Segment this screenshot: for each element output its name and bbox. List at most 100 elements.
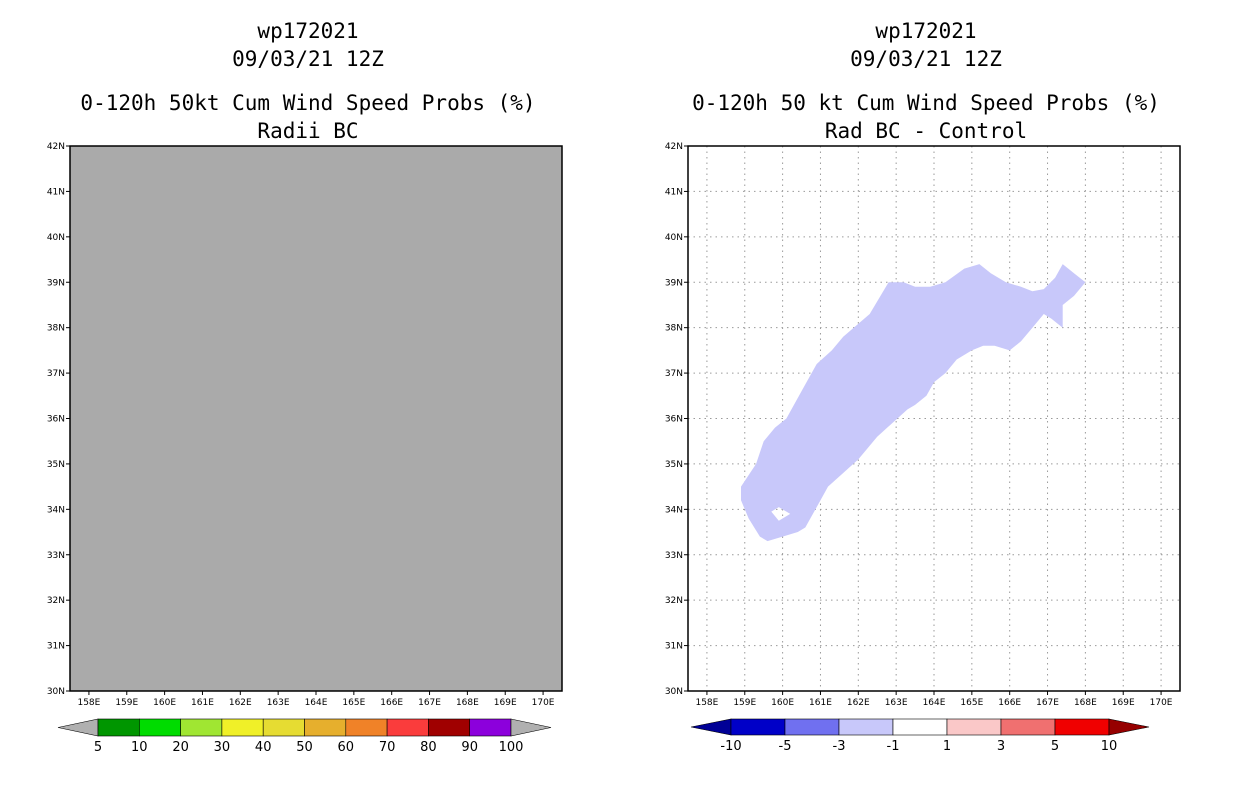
left-colorbar-box: [345, 718, 388, 737]
right-y-tick-label: 40N: [665, 233, 683, 243]
left-x-tick-label: 162E: [229, 698, 252, 708]
right-x-tick-label: 166E: [998, 698, 1021, 708]
left-colorbar-label: 80: [420, 740, 437, 755]
right-colorbar-box: [838, 718, 894, 736]
left-colorbar-label: 40: [255, 740, 272, 755]
right-x-tick-label: 161E: [809, 698, 832, 708]
left-x-tick-label: 163E: [267, 698, 290, 708]
right-x-tick-label: 162E: [847, 698, 870, 708]
right-plot-frame: [687, 145, 1181, 692]
left-x-tick-label: 167E: [418, 698, 441, 708]
left-x-tick-label: 168E: [456, 698, 479, 708]
left-colorbar-box: [386, 718, 429, 737]
left-y-tick-label: 31N: [47, 642, 65, 652]
left-colorbar-high-end: [510, 718, 552, 737]
left-colorbar-box: [139, 718, 181, 737]
right-title: 0-120h 50 kt Cum Wind Speed Probs (%): [692, 91, 1160, 115]
right-y-tick-label: 38N: [665, 324, 683, 334]
left-x-tick-label: 165E: [342, 698, 365, 708]
right-colorbar-label: -1: [887, 739, 900, 754]
right-y-tick-label: 35N: [665, 460, 683, 470]
left-y-tick-label: 40N: [47, 233, 65, 243]
right-x-tick-label: 163E: [885, 698, 908, 708]
right-storm-id: wp172021: [875, 19, 976, 43]
right-colorbar-box: [730, 718, 786, 736]
right-colorbar-box: [946, 718, 1002, 736]
left-colorbar-label: 10: [131, 740, 148, 755]
right-plot-background: [688, 146, 1180, 691]
right-x-tick-label: 165E: [960, 698, 983, 708]
right-colorbar-box: [784, 718, 840, 736]
right-colorbar-box: [892, 718, 948, 736]
left-storm-id: wp172021: [257, 19, 358, 43]
left-colorbar-box: [180, 718, 223, 737]
right-x-tick-label: 169E: [1112, 698, 1135, 708]
left-colorbar-label: 60: [338, 740, 355, 755]
right-x-tick-label: 167E: [1036, 698, 1059, 708]
right-colorbar-label: 10: [1101, 739, 1118, 754]
left-y-tick-label: 41N: [47, 187, 65, 197]
left-colorbar-box: [97, 718, 140, 737]
left-x-tick-label: 161E: [191, 698, 214, 708]
left-subtitle: Radii BC: [257, 119, 358, 143]
left-colorbar-label: 20: [172, 740, 189, 755]
left-axis-ticks: 158E 159E 160E 161E 162E 163E 164E 165E 166E 167E…: [47, 142, 555, 708]
left-colorbar-label: 5: [94, 740, 102, 755]
left-y-tick-label: 36N: [47, 415, 65, 425]
right-y-tick-label: 31N: [665, 642, 683, 652]
right-y-tick-label: 39N: [665, 278, 683, 288]
right-colorbar-box: [1054, 718, 1110, 736]
left-y-tick-label: 32N: [47, 596, 65, 606]
left-colorbar-box: [304, 718, 347, 737]
left-y-tick-label: 38N: [47, 324, 65, 334]
right-y-tick-label: 34N: [665, 505, 683, 515]
left-x-tick-label: 164E: [305, 698, 328, 708]
right-colorbar-box: [1000, 718, 1056, 736]
left-x-tick-label: 169E: [494, 698, 517, 708]
right-colorbar-label: -5: [779, 739, 792, 754]
left-colorbar-label: 100: [499, 740, 524, 755]
left-colorbar-box: [262, 718, 305, 737]
right-y-tick-label: 37N: [665, 369, 683, 379]
right-colorbar-high-end: [1108, 718, 1150, 736]
right-x-tick-label: 164E: [923, 698, 946, 708]
left-x-tick-label: 166E: [380, 698, 403, 708]
right-colorbar-label: -10: [720, 739, 741, 754]
right-x-tick-label: 170E: [1150, 698, 1173, 708]
left-plot-fill: [70, 146, 562, 691]
right-colorbar-label: 1: [943, 739, 951, 754]
right-x-tick-label: 168E: [1074, 698, 1097, 708]
right-y-tick-label: 41N: [665, 187, 683, 197]
left-y-tick-label: 30N: [47, 687, 65, 697]
left-colorbar-label: 90: [461, 740, 478, 755]
right-x-tick-label: 159E: [733, 698, 756, 708]
left-colorbar-box: [428, 718, 470, 737]
left-x-tick-label: 158E: [77, 698, 100, 708]
left-title: 0-120h 50kt Cum Wind Speed Probs (%): [80, 91, 535, 115]
right-panel: wp172021 09/03/21 12Z 0-120h 50 kt Cum W…: [665, 19, 1181, 754]
left-colorbar-box: [469, 718, 512, 737]
right-colorbar-label: -3: [833, 739, 846, 754]
left-x-tick-label: 170E: [532, 698, 555, 708]
right-y-tick-label: 32N: [665, 596, 683, 606]
left-colorbar-label: 70: [379, 740, 396, 755]
left-y-tick-label: 39N: [47, 278, 65, 288]
left-panel: wp172021 09/03/21 12Z 0-120h 50kt Cum Wi…: [47, 19, 563, 755]
left-colorbar-low-end: [57, 718, 99, 737]
left-x-tick-label: 159E: [115, 698, 138, 708]
right-y-tick-label: 33N: [665, 551, 683, 561]
left-x-tick-label: 160E: [153, 698, 176, 708]
right-y-tick-label: 36N: [665, 415, 683, 425]
right-colorbar: -10 -5 -3 -1 1 3 5 10: [690, 718, 1150, 754]
left-y-tick-label: 34N: [47, 505, 65, 515]
left-y-tick-label: 33N: [47, 551, 65, 561]
right-colorbar-low-end: [690, 718, 732, 736]
left-colorbar: 5 10 20 30 40 50 60 70 80 90 100: [57, 718, 552, 755]
left-colorbar-label: 30: [214, 740, 231, 755]
right-colorbar-label: 5: [1051, 739, 1059, 754]
right-axis-ticks: 158E 159E 160E 161E 162E 163E 164E 165E 166E 167E…: [665, 142, 1173, 708]
right-x-tick-label: 158E: [695, 698, 718, 708]
right-y-tick-label: 42N: [665, 142, 683, 152]
left-colorbar-box: [221, 718, 264, 737]
